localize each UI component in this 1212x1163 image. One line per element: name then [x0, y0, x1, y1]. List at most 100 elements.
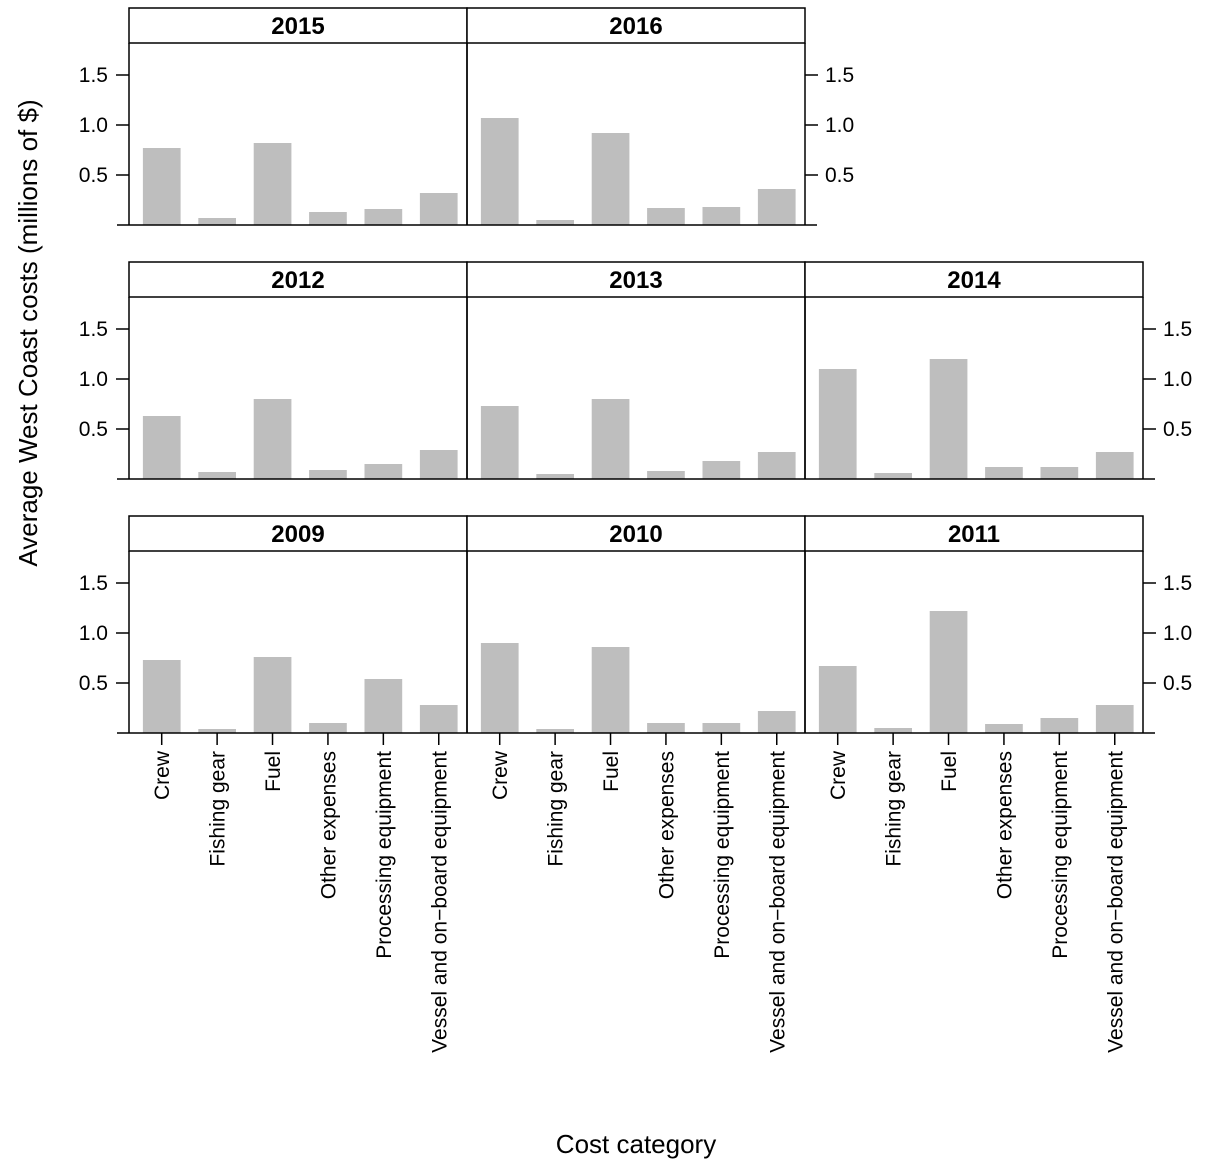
bar-2012-3 [309, 470, 347, 479]
bar-2010-5 [757, 711, 796, 733]
panel-2011: 2011 [804, 515, 1144, 733]
bar-2011-5 [1095, 705, 1134, 733]
x-tick-label: Crew [489, 750, 512, 800]
x-axis-title: Cost category [556, 1129, 716, 1159]
bar-2016-5 [757, 189, 796, 225]
y-tick-label-right: 0.5 [1163, 418, 1192, 441]
bar-2012-1 [198, 472, 236, 479]
strip-2010 [466, 515, 806, 552]
bar-2012-0 [142, 416, 181, 479]
bar-2014-1 [874, 473, 912, 479]
y-tick-label-left: 1.0 [79, 622, 108, 645]
bar-2010-4 [702, 723, 741, 733]
strip-label-2016: 2016 [609, 13, 662, 40]
bar-2013-5 [757, 452, 796, 479]
x-tick-label: Vessel and on−board equipment [428, 751, 451, 1053]
bar-2009-3 [309, 723, 347, 733]
x-tick-label: Processing equipment [711, 751, 734, 959]
x-tick-label: Processing equipment [1049, 751, 1072, 959]
x-tick-label: Vessel and on−board equipment [766, 751, 789, 1053]
bar-2015-3 [309, 212, 347, 225]
y-tick-label-right: 1.0 [1163, 368, 1192, 391]
strip-label-2014: 2014 [947, 267, 1001, 294]
y-tick-label-left: 0.5 [79, 418, 108, 441]
bar-2016-4 [702, 207, 741, 225]
bar-2016-1 [536, 220, 574, 225]
bar-2014-2 [929, 359, 968, 479]
bar-2014-4 [1040, 467, 1079, 479]
bar-2009-0 [142, 660, 181, 733]
y-tick-label-right: 1.0 [1163, 622, 1192, 645]
strip-2015 [128, 7, 468, 44]
y-tick-label-left: 1.5 [79, 64, 108, 87]
bar-2011-3 [985, 724, 1023, 733]
y-tick-label-right: 1.5 [825, 64, 854, 87]
y-tick-label-right: 1.5 [1163, 318, 1192, 341]
bar-2010-3 [647, 723, 685, 733]
strip-label-2009: 2009 [271, 521, 324, 548]
bar-2013-2 [591, 399, 630, 479]
bar-2009-4 [364, 679, 403, 733]
strip-2011 [804, 515, 1144, 552]
y-tick-label-left: 1.0 [79, 368, 108, 391]
x-tick-label: Processing equipment [373, 751, 396, 959]
bar-2009-5 [419, 705, 458, 733]
x-tick-label: Other expenses [993, 751, 1016, 899]
axes-layer: 0.5 1.0 1.5 0.5 1.0 1.5 0.5 1.0 1.5 0.5 1.0 1.5 0.5 1… [79, 64, 1192, 1053]
panel-2015: 2015 [128, 7, 468, 225]
bar-2011-1 [874, 728, 912, 733]
bar-2011-4 [1040, 718, 1079, 733]
bar-2013-1 [536, 474, 574, 479]
x-tick-label: Fuel [938, 751, 961, 792]
bar-2015-0 [142, 148, 181, 225]
strip-2016 [466, 7, 806, 44]
strip-label-2013: 2013 [609, 267, 662, 294]
bar-2013-4 [702, 461, 741, 479]
bar-2013-3 [647, 471, 685, 479]
panel-2010: 2010 [466, 515, 806, 733]
y-tick-label-left: 0.5 [79, 672, 108, 695]
y-tick-label-right: 1.0 [825, 114, 854, 137]
strip-2009 [128, 515, 468, 552]
bar-2016-2 [591, 133, 630, 225]
bar-2015-1 [198, 218, 236, 225]
x-tick-label: Crew [827, 750, 850, 800]
x-tick-label: Other expenses [655, 751, 678, 899]
bar-2010-1 [536, 729, 574, 733]
x-tick-label: Fuel [262, 751, 285, 792]
bar-2011-2 [929, 611, 968, 733]
x-tick-label: Fuel [600, 751, 623, 792]
bar-2011-0 [818, 666, 857, 733]
x-tick-label: Fishing gear [883, 751, 906, 867]
bar-2015-4 [364, 209, 403, 225]
bar-2012-5 [419, 450, 458, 479]
bar-2012-4 [364, 464, 403, 479]
bar-2016-0 [480, 118, 519, 225]
y-tick-label-left: 1.5 [79, 572, 108, 595]
bar-2014-5 [1095, 452, 1134, 479]
y-tick-label-left: 0.5 [79, 164, 108, 187]
x-tick-label: Vessel and on−board equipment [1104, 751, 1127, 1053]
strip-label-2010: 2010 [609, 521, 662, 548]
panel-2009: 2009 [128, 515, 468, 733]
panel-2016: 2016 [466, 7, 806, 225]
y-tick-label-right: 0.5 [825, 164, 854, 187]
panel-2014: 2014 [804, 261, 1144, 479]
panel-2012: 2012 [128, 261, 468, 479]
bar-2013-0 [480, 406, 519, 479]
bar-2014-0 [818, 369, 857, 479]
y-tick-label-left: 1.0 [79, 114, 108, 137]
bar-2009-2 [253, 657, 292, 733]
panel-2013: 2013 [466, 261, 806, 479]
x-tick-label: Fishing gear [207, 751, 230, 867]
y-axis-title: Average West Coast costs (millions of $) [13, 99, 43, 566]
strip-label-2012: 2012 [271, 267, 324, 294]
x-tick-label: Fishing gear [545, 751, 568, 867]
bar-2016-3 [647, 208, 685, 225]
x-tick-label: Crew [151, 750, 174, 800]
bar-2015-5 [419, 193, 458, 225]
bar-2014-3 [985, 467, 1023, 479]
y-tick-label-right: 1.5 [1163, 572, 1192, 595]
strip-label-2011: 2011 [948, 521, 1000, 548]
